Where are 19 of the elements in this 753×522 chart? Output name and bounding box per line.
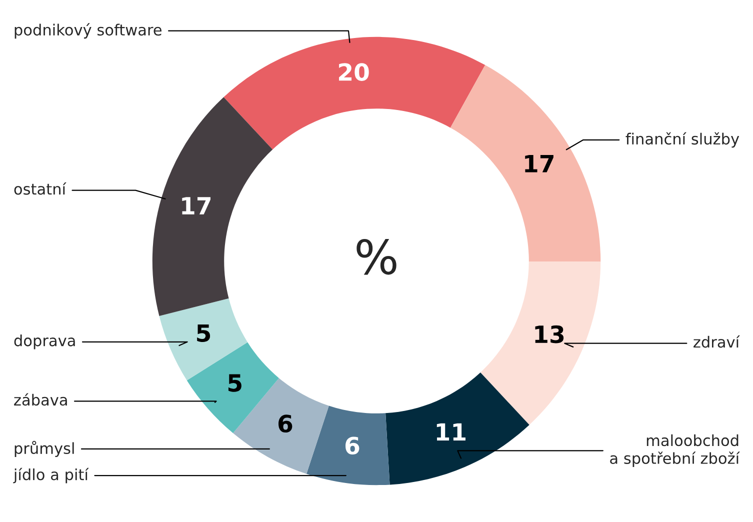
- slice-label: ostatní: [14, 182, 66, 195]
- data-label: 17: [182, 197, 210, 214]
- slice-label: zdraví: [694, 335, 740, 348]
- text: %: [356, 238, 396, 275]
- data-label: 5: [228, 374, 242, 392]
- data-label: 13: [535, 325, 564, 344]
- data-label: 20: [338, 63, 369, 82]
- slice-label: zábava: [14, 393, 67, 406]
- data-label: 11: [436, 423, 466, 441]
- data-label: 5: [197, 324, 210, 342]
- data-label: 6: [346, 436, 360, 455]
- slice-label: maloobchod a spotřební zboží: [610, 434, 740, 467]
- slice-label: průmysl: [14, 440, 74, 458]
- slice-label: finanční služby: [626, 132, 740, 148]
- data-label: 17: [525, 155, 554, 172]
- slice-label: jídlo a pití: [13, 468, 89, 484]
- slice-label: doprava: [14, 334, 75, 350]
- data-label: 6: [278, 414, 292, 432]
- slice-label: podnikový software: [14, 23, 162, 39]
